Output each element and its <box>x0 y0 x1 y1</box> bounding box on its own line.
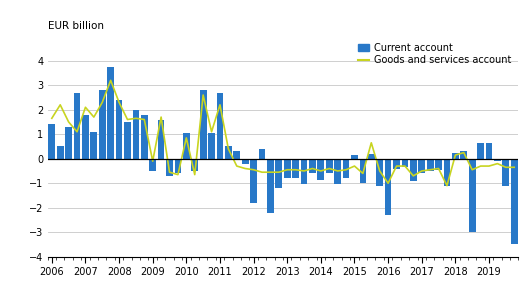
Bar <box>486 143 492 159</box>
Bar <box>292 159 299 178</box>
Bar <box>402 159 408 167</box>
Bar <box>242 159 249 164</box>
Bar <box>469 159 476 232</box>
Bar <box>418 159 425 173</box>
Bar <box>259 149 266 159</box>
Bar <box>74 93 80 159</box>
Bar <box>368 154 375 159</box>
Bar <box>503 159 509 186</box>
Bar <box>57 146 63 159</box>
Bar <box>183 133 190 159</box>
Bar <box>494 159 501 161</box>
Bar <box>351 155 358 159</box>
Text: EUR billion: EUR billion <box>48 21 104 31</box>
Bar <box>410 159 417 181</box>
Bar <box>166 159 173 176</box>
Bar <box>99 90 106 159</box>
Bar <box>133 110 139 159</box>
Bar <box>309 159 316 173</box>
Bar <box>149 159 156 171</box>
Bar <box>141 115 148 159</box>
Bar <box>385 159 391 215</box>
Bar <box>376 159 383 186</box>
Bar <box>250 159 257 203</box>
Bar <box>300 159 307 185</box>
Bar <box>393 159 400 169</box>
Bar <box>107 67 114 159</box>
Bar <box>65 127 72 159</box>
Bar <box>233 151 240 159</box>
Legend: Current account, Goods and services account: Current account, Goods and services acco… <box>356 41 514 67</box>
Bar <box>343 159 350 178</box>
Bar <box>49 124 55 159</box>
Bar <box>326 159 333 173</box>
Bar <box>444 159 450 186</box>
Bar <box>116 100 122 159</box>
Bar <box>360 159 366 183</box>
Bar <box>191 159 198 171</box>
Bar <box>225 146 232 159</box>
Bar <box>511 159 517 244</box>
Bar <box>427 159 433 171</box>
Bar <box>216 93 223 159</box>
Bar <box>276 159 282 188</box>
Bar <box>124 122 131 159</box>
Bar <box>477 143 484 159</box>
Bar <box>334 159 341 185</box>
Bar <box>267 159 274 213</box>
Bar <box>82 115 89 159</box>
Bar <box>175 159 181 173</box>
Bar <box>452 153 459 159</box>
Bar <box>284 159 290 178</box>
Bar <box>158 120 165 159</box>
Bar <box>460 151 467 159</box>
Bar <box>200 90 206 159</box>
Bar <box>317 159 324 179</box>
Bar <box>90 132 97 159</box>
Bar <box>435 159 442 170</box>
Bar <box>208 133 215 159</box>
